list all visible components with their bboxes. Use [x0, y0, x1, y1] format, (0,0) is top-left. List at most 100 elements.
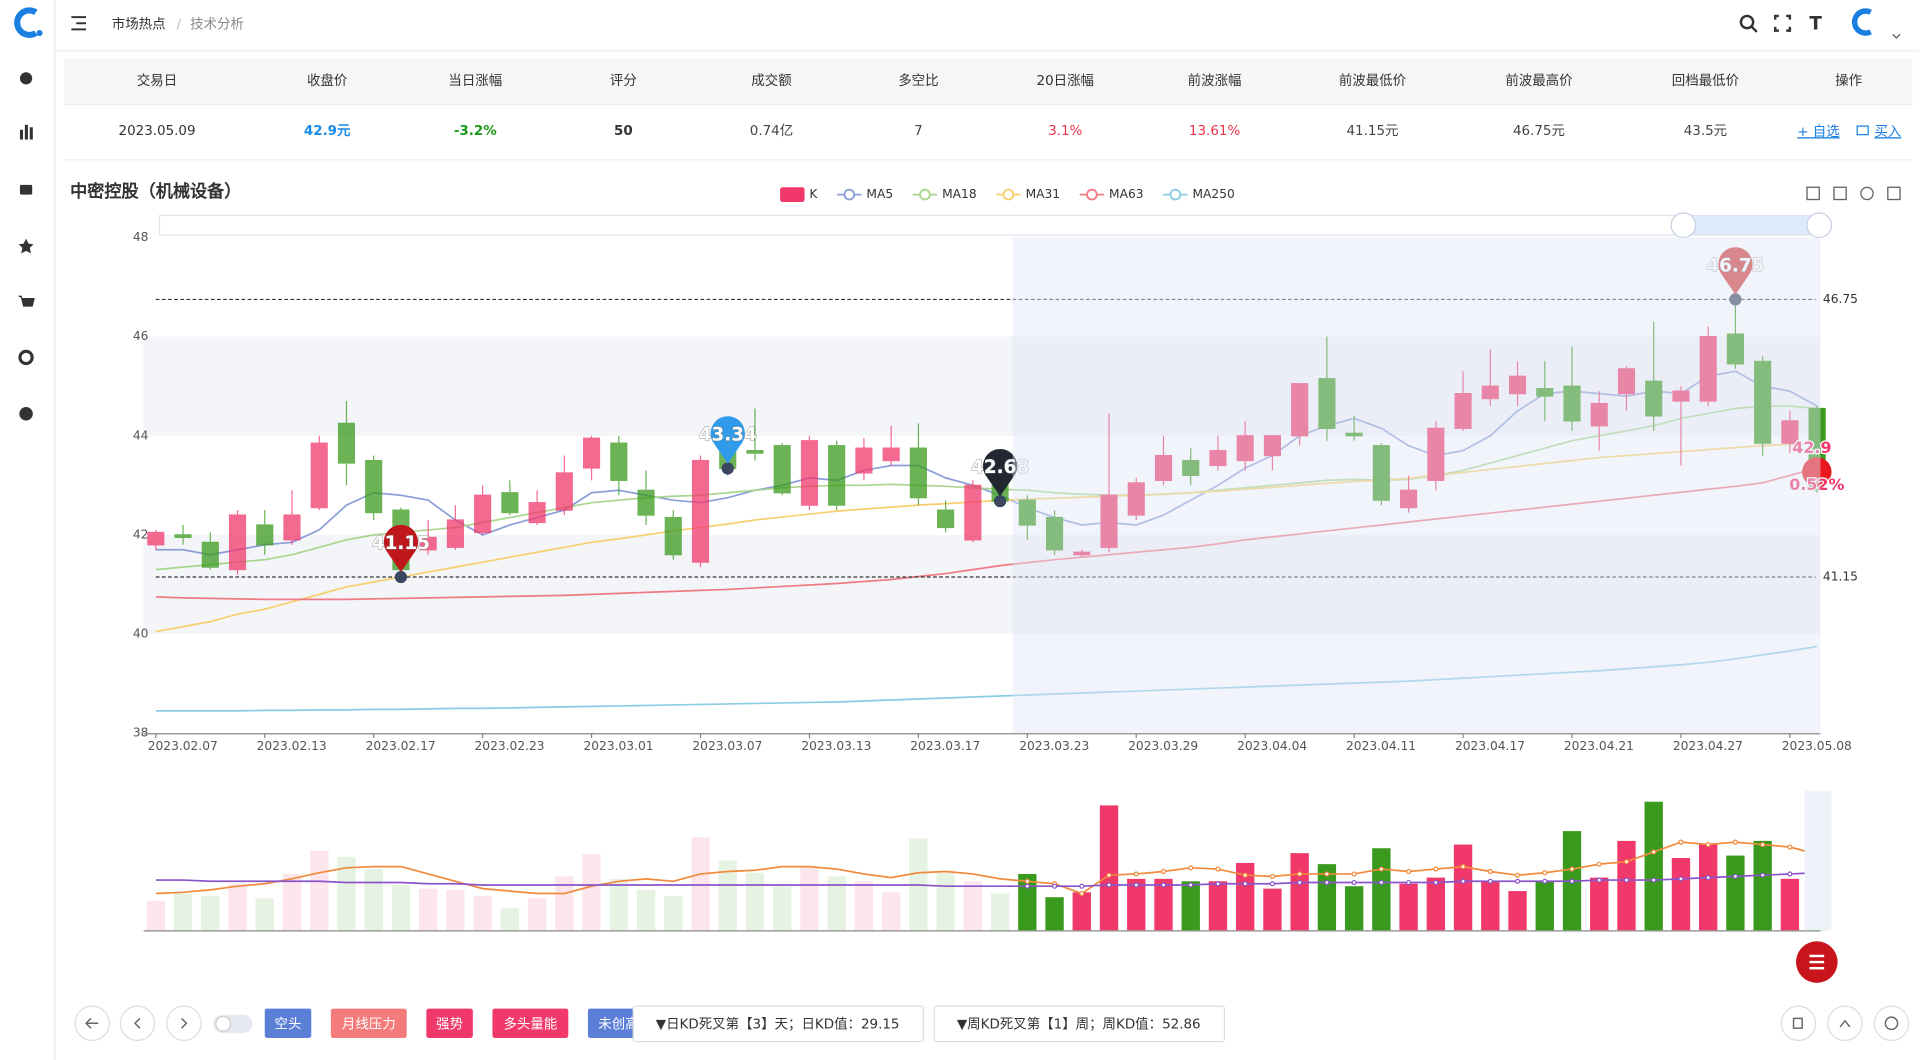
candle — [1400, 475, 1418, 513]
candle-body — [1263, 435, 1281, 457]
font-size-icon[interactable]: T — [1809, 13, 1822, 34]
legend-label[interactable]: MA250 — [1192, 187, 1234, 201]
candle — [1427, 420, 1445, 491]
legend-label[interactable]: K — [809, 187, 818, 201]
zoom-handle[interactable] — [1806, 212, 1833, 239]
volume-ma-dot — [1160, 868, 1167, 875]
action-link[interactable]: 买入 — [1874, 124, 1901, 140]
x-tick-label: 2023.04.17 — [1455, 739, 1525, 753]
candle-body — [555, 472, 573, 511]
candle — [474, 485, 492, 535]
volume-bar — [500, 908, 520, 931]
candle — [228, 510, 247, 575]
breadcrumb-item[interactable]: 市场热点 — [112, 15, 166, 32]
tag-label[interactable]: 多头量能 — [503, 1016, 557, 1033]
volume-ma-dot — [1215, 866, 1221, 872]
legend-label[interactable]: MA63 — [1109, 187, 1144, 201]
legend-swatch[interactable] — [1086, 188, 1098, 201]
candle-body — [474, 494, 492, 534]
search-icon[interactable] — [1739, 14, 1758, 33]
tag[interactable] — [264, 1008, 312, 1038]
volume-ma-dot — [1678, 839, 1684, 845]
legend-label[interactable]: MA5 — [866, 187, 893, 201]
tag[interactable] — [492, 1008, 569, 1038]
legend-label[interactable]: MA31 — [1026, 187, 1061, 201]
candle — [1345, 415, 1363, 441]
tag-label[interactable]: 未创高 — [598, 1016, 638, 1033]
price-tag-change: 0.52% — [1789, 475, 1844, 494]
legend-swatch[interactable] — [1002, 188, 1015, 201]
candle-body — [1454, 393, 1472, 429]
table-header: 前波最高价 — [1505, 72, 1573, 89]
volume-bar — [1154, 878, 1173, 931]
x-tick-label: 2023.02.17 — [366, 739, 436, 753]
user-caret[interactable] — [1892, 33, 1901, 39]
volume-bar — [1399, 883, 1418, 931]
volume-bar — [1535, 881, 1554, 931]
legend-swatch[interactable] — [843, 188, 856, 201]
logo[interactable] — [14, 7, 38, 38]
marker-pin — [1718, 247, 1753, 295]
volume-ma-dot — [1514, 872, 1521, 878]
volume-bar — [1372, 848, 1391, 931]
volume-bar — [1317, 864, 1337, 931]
chart-toolbox[interactable] — [1806, 186, 1901, 201]
marker-point — [1729, 293, 1742, 306]
volume-ma-dot — [1269, 881, 1276, 887]
ma-line — [155, 405, 1818, 571]
candle — [1590, 391, 1608, 451]
volume-bar — [881, 892, 901, 931]
menu-toggle[interactable] — [71, 16, 87, 31]
zoom-slider[interactable] — [158, 214, 1822, 236]
cart-icon[interactable] — [1856, 125, 1869, 136]
candle-body — [691, 459, 710, 563]
nav-icon-star[interactable] — [18, 238, 34, 254]
marker-point — [394, 570, 408, 584]
highlight-window — [1012, 237, 1821, 734]
ma-line — [155, 442, 1818, 633]
candle — [610, 435, 628, 496]
candle-body — [337, 422, 356, 464]
candle-body — [228, 514, 247, 571]
legend-swatch[interactable] — [919, 188, 931, 201]
legend-swatch[interactable] — [1169, 188, 1182, 201]
tag[interactable] — [330, 1008, 407, 1038]
volume-bar — [718, 860, 737, 931]
candle — [283, 490, 301, 545]
legend-swatch[interactable] — [780, 187, 805, 202]
tag-label[interactable]: 空头 — [275, 1017, 302, 1033]
nav-icon-card[interactable] — [19, 184, 33, 195]
marker-label: 41.15 — [372, 533, 430, 554]
fullscreen-icon[interactable] — [1773, 14, 1792, 32]
nav-icon-gauge[interactable] — [19, 406, 33, 421]
zoom-handle[interactable] — [1670, 212, 1697, 239]
volume-ma-dot — [1760, 842, 1766, 848]
candle-body — [937, 509, 955, 529]
tag-label[interactable]: 强势 — [436, 1017, 463, 1033]
volume-bar — [691, 837, 710, 931]
tag[interactable] — [426, 1008, 473, 1038]
table-cell: 13.61% — [1189, 124, 1241, 139]
reference-label: 41.15 — [1823, 570, 1858, 584]
nav-icon-chart[interactable] — [19, 124, 33, 140]
volume-bar — [773, 886, 792, 931]
volume-ma-dot — [1651, 877, 1657, 883]
nav-icon-globe[interactable] — [19, 72, 33, 85]
volume-bar — [391, 884, 411, 931]
nav-icon-target[interactable] — [18, 349, 34, 366]
side-nav — [0, 0, 55, 1060]
user-avatar[interactable] — [1851, 8, 1872, 36]
legend-label[interactable]: MA18 — [942, 187, 977, 201]
tag-label[interactable]: 月线压力 — [342, 1017, 396, 1033]
nav-icon-cart[interactable] — [18, 295, 35, 307]
zoom-selection[interactable] — [1683, 215, 1820, 236]
candle-body — [746, 450, 764, 454]
toggle-knob — [215, 1015, 232, 1032]
candle — [800, 435, 819, 511]
volume-bar — [582, 854, 601, 931]
volume-ma-dot — [1269, 873, 1276, 879]
candle-body — [828, 445, 846, 506]
table-header: 评分 — [610, 73, 637, 89]
price-tag-dot — [1802, 457, 1832, 487]
action-link[interactable]: + 自选 — [1797, 124, 1839, 140]
